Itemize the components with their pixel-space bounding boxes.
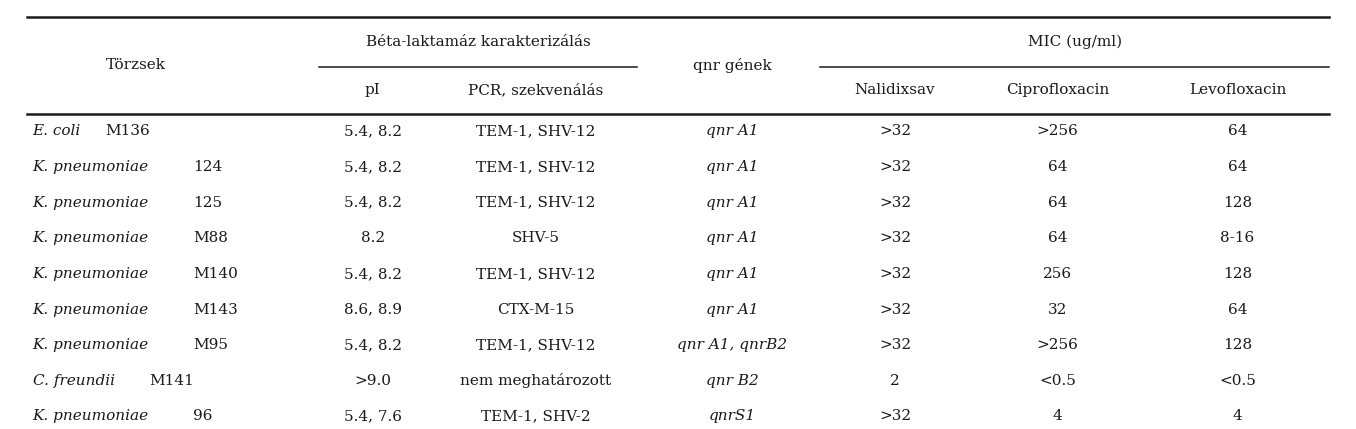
Text: Törzsek: Törzsek xyxy=(106,58,165,73)
Text: >9.0: >9.0 xyxy=(354,374,392,388)
Text: 64: 64 xyxy=(1048,231,1067,245)
Text: C. freundii: C. freundii xyxy=(33,374,114,388)
Text: TEM-1, SHV-12: TEM-1, SHV-12 xyxy=(476,124,595,139)
Text: qnr A1: qnr A1 xyxy=(706,267,758,281)
Text: 64: 64 xyxy=(1048,160,1067,174)
Text: M140: M140 xyxy=(194,267,239,281)
Text: qnr A1: qnr A1 xyxy=(706,160,758,174)
Text: >32: >32 xyxy=(879,196,911,210)
Text: qnr B2: qnr B2 xyxy=(706,374,758,388)
Text: >32: >32 xyxy=(879,124,911,139)
Text: >32: >32 xyxy=(879,160,911,174)
Text: M143: M143 xyxy=(194,302,239,317)
Text: nem meghatározott: nem meghatározott xyxy=(460,373,612,388)
Text: qnr A1: qnr A1 xyxy=(706,196,758,210)
Text: 5.4, 8.2: 5.4, 8.2 xyxy=(344,160,401,174)
Text: >32: >32 xyxy=(879,302,911,317)
Text: 8.2: 8.2 xyxy=(361,231,385,245)
Text: TEM-1, SHV-12: TEM-1, SHV-12 xyxy=(476,338,595,352)
Text: >32: >32 xyxy=(879,409,911,423)
Text: 5.4, 8.2: 5.4, 8.2 xyxy=(344,196,401,210)
Text: Nalidixsav: Nalidixsav xyxy=(854,83,936,97)
Text: 125: 125 xyxy=(194,196,222,210)
Text: qnrS1: qnrS1 xyxy=(709,409,755,423)
Text: 5.4, 8.2: 5.4, 8.2 xyxy=(344,267,401,281)
Text: K. pneumoniae: K. pneumoniae xyxy=(33,160,149,174)
Text: <0.5: <0.5 xyxy=(1039,374,1077,388)
Text: K. pneumoniae: K. pneumoniae xyxy=(33,338,149,352)
Text: qnr A1: qnr A1 xyxy=(706,231,758,245)
Text: >32: >32 xyxy=(879,267,911,281)
Text: 5.4, 8.2: 5.4, 8.2 xyxy=(344,338,401,352)
Text: K. pneumoniae: K. pneumoniae xyxy=(33,302,149,317)
Text: >32: >32 xyxy=(879,338,911,352)
Text: K. pneumoniae: K. pneumoniae xyxy=(33,231,149,245)
Text: 8.6, 8.9: 8.6, 8.9 xyxy=(344,302,401,317)
Text: 96: 96 xyxy=(194,409,213,423)
Text: M88: M88 xyxy=(194,231,228,245)
Text: TEM-1, SHV-12: TEM-1, SHV-12 xyxy=(476,267,595,281)
Text: <0.5: <0.5 xyxy=(1219,374,1256,388)
Text: CTX-M-15: CTX-M-15 xyxy=(496,302,575,317)
Text: Ciprofloxacin: Ciprofloxacin xyxy=(1006,83,1109,97)
Text: 128: 128 xyxy=(1223,338,1252,352)
Text: 128: 128 xyxy=(1223,196,1252,210)
Text: K. pneumoniae: K. pneumoniae xyxy=(33,196,149,210)
Text: TEM-1, SHV-2: TEM-1, SHV-2 xyxy=(481,409,590,423)
Text: Béta-laktamáz karakterizálás: Béta-laktamáz karakterizálás xyxy=(366,35,590,49)
Text: 2: 2 xyxy=(890,374,900,388)
Text: K. pneumoniae: K. pneumoniae xyxy=(33,267,149,281)
Text: TEM-1, SHV-12: TEM-1, SHV-12 xyxy=(476,160,595,174)
Text: 5.4, 7.6: 5.4, 7.6 xyxy=(344,409,401,423)
Text: M136: M136 xyxy=(106,124,151,139)
Text: MIC (ug/ml): MIC (ug/ml) xyxy=(1028,35,1121,49)
Text: 64: 64 xyxy=(1227,302,1248,317)
Text: 32: 32 xyxy=(1048,302,1067,317)
Text: qnr A1, qnrB2: qnr A1, qnrB2 xyxy=(677,338,788,352)
Text: 128: 128 xyxy=(1223,267,1252,281)
Text: PCR, szekvenálás: PCR, szekvenálás xyxy=(468,83,603,97)
Text: 124: 124 xyxy=(194,160,222,174)
Text: qnr A1: qnr A1 xyxy=(706,302,758,317)
Text: 8-16: 8-16 xyxy=(1220,231,1254,245)
Text: 64: 64 xyxy=(1227,124,1248,139)
Text: 5.4, 8.2: 5.4, 8.2 xyxy=(344,124,401,139)
Text: Levofloxacin: Levofloxacin xyxy=(1189,83,1285,97)
Text: M95: M95 xyxy=(194,338,228,352)
Text: >256: >256 xyxy=(1037,338,1078,352)
Text: 4: 4 xyxy=(1233,409,1242,423)
Text: E. coli: E. coli xyxy=(33,124,81,139)
Text: 64: 64 xyxy=(1227,160,1248,174)
Text: M141: M141 xyxy=(149,374,194,388)
Text: 256: 256 xyxy=(1043,267,1073,281)
Text: 4: 4 xyxy=(1052,409,1063,423)
Text: >32: >32 xyxy=(879,231,911,245)
Text: pI: pI xyxy=(365,83,381,97)
Text: SHV-5: SHV-5 xyxy=(511,231,560,245)
Text: >256: >256 xyxy=(1037,124,1078,139)
Text: K. pneumoniae: K. pneumoniae xyxy=(33,409,149,423)
Text: 64: 64 xyxy=(1048,196,1067,210)
Text: TEM-1, SHV-12: TEM-1, SHV-12 xyxy=(476,196,595,210)
Text: qnr A1: qnr A1 xyxy=(706,124,758,139)
Text: qnr gének: qnr gének xyxy=(693,58,772,73)
